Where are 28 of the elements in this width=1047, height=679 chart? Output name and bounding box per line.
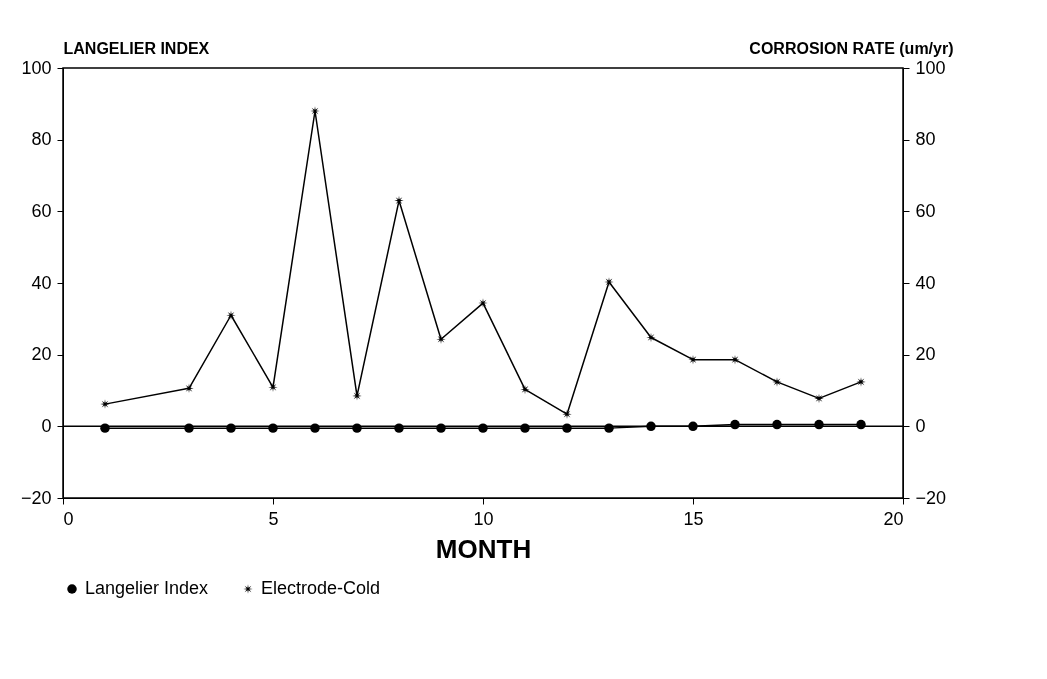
y-tick-label: 60 <box>31 200 52 221</box>
x-tick-label: 10 <box>473 508 494 529</box>
x-tick-label: 5 <box>268 508 279 529</box>
y2-tick-label: 80 <box>915 129 936 150</box>
y-tick-label: −20 <box>20 487 52 508</box>
y2-tick-label: 100 <box>915 57 946 78</box>
point <box>184 383 194 394</box>
legend-label: Langelier Index <box>85 578 209 598</box>
y-axis-title: LANGELIER INDEX <box>63 39 210 57</box>
y2-tick-label: −20 <box>915 487 947 508</box>
point <box>310 106 320 116</box>
y-tick-label: 40 <box>31 272 52 293</box>
point <box>688 354 698 365</box>
y2-axis-title: CORROSION RATE (um/yr) <box>749 39 954 57</box>
point <box>730 354 740 365</box>
legend-label: Electrode-Cold <box>261 578 381 598</box>
y-tick-label: 80 <box>31 129 52 150</box>
x-axis-title: MONTH <box>435 533 532 564</box>
x-tick-label: 15 <box>683 508 704 529</box>
y2-tick-label: 20 <box>915 344 936 365</box>
x-tick-label: 0 <box>63 508 74 529</box>
y-tick-label: 20 <box>31 344 52 365</box>
y2-tick-label: 40 <box>915 272 936 293</box>
y-tick-label: 100 <box>21 57 52 78</box>
y2-tick-label: 0 <box>915 415 926 436</box>
y-tick-label: 0 <box>41 415 52 436</box>
x-tick-label: 20 <box>883 508 904 529</box>
y2-tick-label: 60 <box>915 200 936 221</box>
